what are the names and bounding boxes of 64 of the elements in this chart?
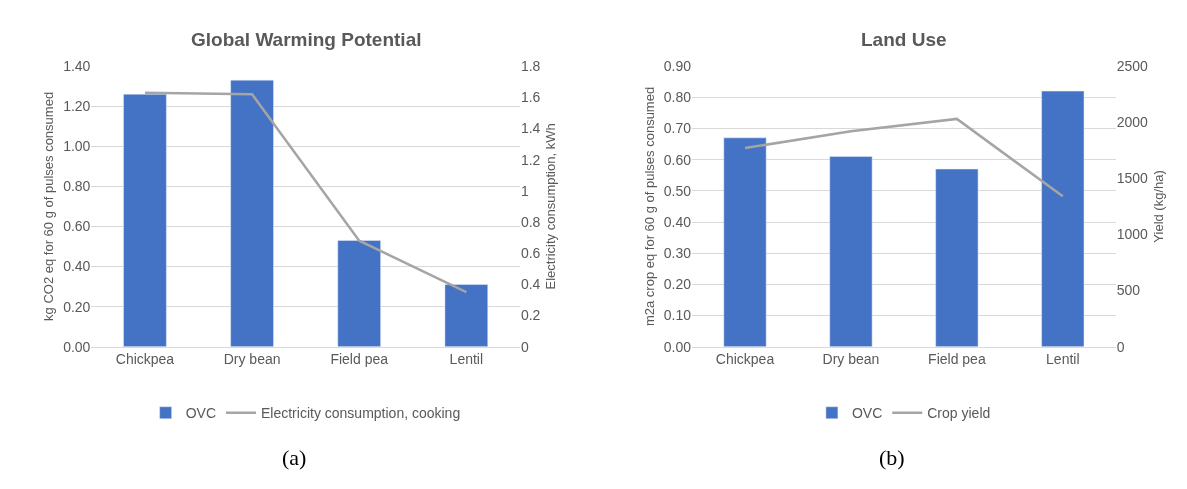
y2-tick-label: 1.6 — [520, 89, 541, 106]
y-tick-label: 0.60 — [663, 151, 692, 168]
y2-tick-label: 1.8 — [520, 58, 541, 75]
x-tick-label: Dry bean — [223, 351, 281, 368]
y2-tick-label: 1500 — [1116, 170, 1149, 187]
y-tick-label: 1.00 — [63, 138, 91, 155]
y-tick-label: 0.40 — [63, 258, 91, 275]
y2-tick-label: 1 — [520, 182, 529, 199]
y-axis-title: m2a crop eq for 60 g of pulses consumed — [641, 86, 657, 327]
y-tick-label: 1.40 — [63, 58, 91, 75]
y-tick-label: 0.10 — [663, 307, 692, 324]
y-tick-label: 0.20 — [63, 298, 91, 315]
text: (a) — [282, 445, 307, 470]
bar — [337, 240, 381, 347]
y-tick-label: 0.00 — [63, 338, 91, 355]
y2-tick-label: 0.2 — [520, 307, 541, 324]
y-tick-label: 0.30 — [663, 245, 692, 262]
y-tick-label: 0.20 — [663, 276, 692, 293]
y-tick-label: 0.40 — [663, 213, 692, 230]
y2-tick-label: 2000 — [1116, 114, 1149, 131]
y2-axis-title: Electricity consumption, kWh — [543, 123, 559, 290]
y-tick-label: 0.90 — [663, 58, 692, 75]
legend-label: OVC — [851, 405, 883, 422]
x-tick-label: Dry bean — [822, 351, 880, 368]
line-series — [743, 117, 1065, 198]
y-tick-label: 0.60 — [63, 218, 91, 235]
y-tick-label: 0.80 — [63, 178, 91, 195]
legend-label: Crop yield — [927, 405, 991, 422]
x-tick-label: Field pea — [928, 351, 986, 368]
y2-tick-label: 2500 — [1116, 58, 1149, 75]
y-tick-label: 1.20 — [63, 98, 91, 115]
text: (b) — [879, 445, 905, 470]
y2-tick-label: 500 — [1116, 282, 1141, 299]
x-tick-label: Field pea — [330, 351, 389, 368]
y2-tick-label: 1000 — [1116, 226, 1149, 243]
bar — [444, 284, 489, 347]
y2-tick-label: 0 — [1116, 338, 1125, 355]
x-tick-label: Chickpea — [115, 351, 175, 368]
y2-tick-label: 1.2 — [520, 151, 541, 168]
y2-tick-label: 0 — [520, 338, 529, 355]
bar — [723, 137, 767, 347]
y2-tick-label: 0.8 — [520, 213, 541, 230]
chart-title: Global Warming Potential — [191, 29, 422, 50]
bar — [1041, 90, 1085, 347]
x-tick-label: Chickpea — [715, 351, 775, 368]
line-series — [143, 91, 468, 294]
bar — [123, 93, 167, 347]
y-axis-title: kg CO2 eq for 60 g of pulses consumed — [41, 91, 57, 321]
y2-tick-label: 0.4 — [520, 276, 541, 293]
bar — [935, 168, 979, 347]
y2-axis-title: Yield (kg/ha) — [1150, 170, 1166, 243]
y2-tick-label: 0.6 — [520, 245, 541, 262]
bar — [829, 156, 873, 347]
x-tick-label: Lentil — [449, 351, 484, 368]
chart-title: Land Use — [861, 29, 947, 50]
legend-label: Electricity consumption, cooking — [261, 405, 461, 422]
y-tick-label: 0.80 — [663, 89, 692, 106]
bar — [230, 79, 274, 347]
y-tick-label: 0.00 — [663, 338, 692, 355]
legend-label: OVC — [185, 405, 216, 422]
y-tick-label: 0.50 — [663, 182, 692, 199]
y2-tick-label: 1.4 — [520, 120, 541, 137]
x-tick-label: Lentil — [1046, 351, 1080, 368]
y-tick-label: 0.70 — [663, 120, 692, 137]
